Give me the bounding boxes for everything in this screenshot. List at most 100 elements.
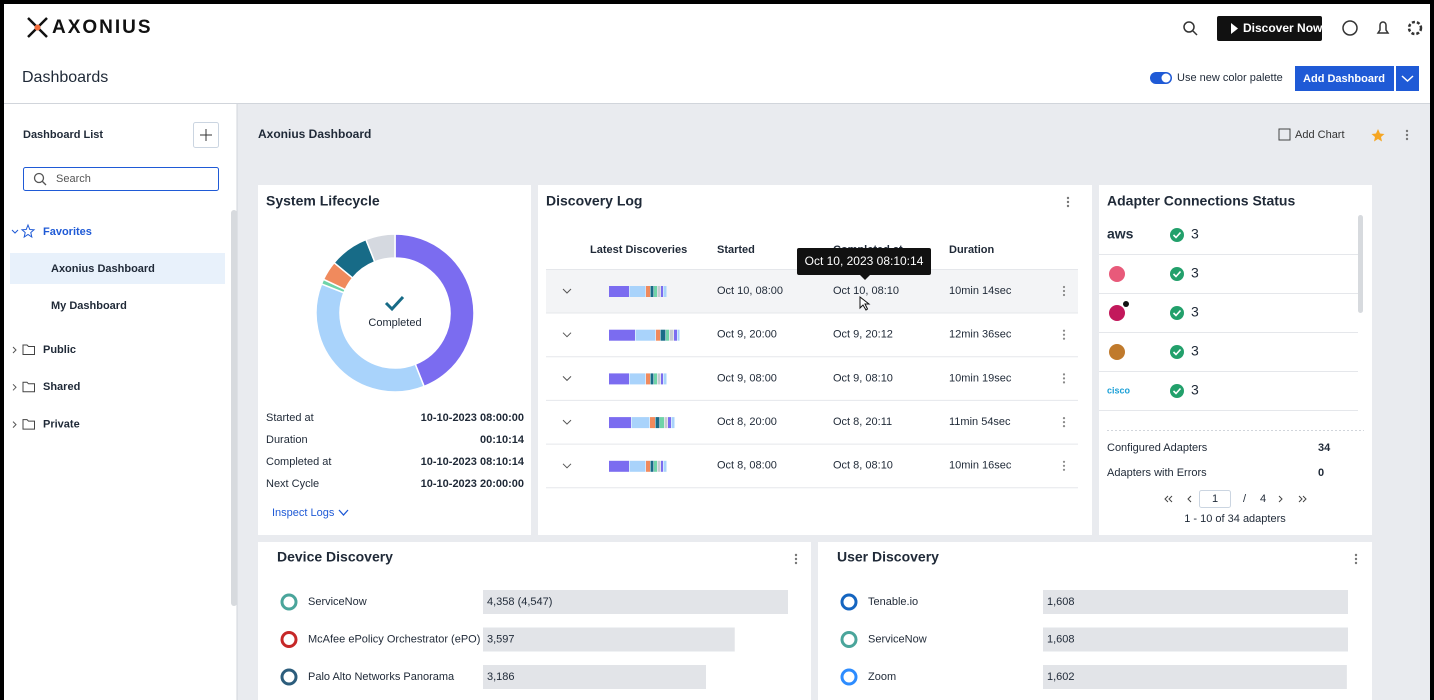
discovery-mini-bar <box>609 460 629 472</box>
row-menu-dot[interactable] <box>1062 425 1066 428</box>
prev-page[interactable] <box>1187 495 1192 503</box>
status-check <box>1172 231 1182 239</box>
discovery-bar <box>483 665 706 689</box>
notification-dot <box>1123 301 1129 307</box>
card-title: System Lifecycle <box>266 193 380 209</box>
row-menu-dot[interactable] <box>1062 464 1066 467</box>
row-menu-dot[interactable] <box>1062 468 1066 471</box>
inspect-logs-chevron <box>338 509 349 516</box>
detail-label: Next Cycle <box>266 478 319 490</box>
toggle-knob <box>1161 73 1171 83</box>
add-chart-label[interactable]: Add Chart <box>1295 129 1345 141</box>
row-menu-dot[interactable] <box>1062 293 1066 297</box>
detail-value: 10-10-2023 08:10:14 <box>421 456 525 468</box>
detail-value: 00:10:14 <box>480 434 525 446</box>
row-expand-chevron[interactable] <box>562 288 572 294</box>
discovery-mini-bar <box>654 460 657 472</box>
discovery-log-card <box>538 185 1092 535</box>
started-cell: Oct 10, 08:00 <box>717 285 783 297</box>
discovery-mini-bar <box>657 373 661 385</box>
discovery-bar <box>1043 627 1348 652</box>
last-page[interactable] <box>1298 495 1307 503</box>
first-page[interactable] <box>1164 495 1173 503</box>
help-icon[interactable] <box>1342 20 1358 36</box>
row-menu-dot[interactable] <box>1062 337 1066 340</box>
discovery-mini-bar <box>661 373 663 385</box>
row-expand-chevron[interactable] <box>562 332 572 338</box>
completed-check <box>384 295 405 312</box>
adapter-name: ServiceNow <box>868 633 927 645</box>
add-chart-icon[interactable] <box>1278 128 1291 141</box>
row-menu-dot[interactable] <box>1062 417 1066 420</box>
bar-value-label: 1,608 <box>1047 596 1075 608</box>
row-menu-dot[interactable] <box>1062 460 1066 463</box>
folder-label[interactable]: Private <box>43 419 80 431</box>
search-box[interactable] <box>23 167 219 191</box>
bar-value-label: 3,597 <box>487 633 515 645</box>
row-expand-chevron[interactable] <box>562 419 572 425</box>
dropdown-chevron <box>1401 75 1414 83</box>
row-menu-dot[interactable] <box>1062 285 1066 289</box>
card-title: Device Discovery <box>277 549 393 565</box>
row-menu-dot[interactable] <box>1062 289 1066 293</box>
discovery-mini-bar <box>655 417 660 429</box>
row-expand-chevron[interactable] <box>562 376 572 382</box>
card-menu[interactable] <box>1354 553 1358 565</box>
bar-value-label: 1,608 <box>1047 633 1075 645</box>
folder-icon <box>22 344 35 355</box>
favorite-star[interactable] <box>1371 129 1385 142</box>
add-dashboard-dropdown[interactable] <box>1396 66 1419 91</box>
discovery-mini-bar <box>661 460 663 472</box>
dashboard-item[interactable]: My Dashboard <box>51 300 127 312</box>
favorites-chevron[interactable] <box>11 229 19 234</box>
search-icon[interactable] <box>1183 21 1198 36</box>
settings-icon[interactable] <box>1407 20 1423 36</box>
adapter-logo <box>1109 266 1125 282</box>
adapter-count: 3 <box>1191 343 1199 359</box>
adapter-scrollbar[interactable] <box>1358 215 1363 313</box>
discovery-mini-bar <box>671 417 675 429</box>
duration-cell: 11min 54sec <box>949 416 1011 428</box>
discovery-bar <box>1043 665 1347 689</box>
folder-label[interactable]: Public <box>43 344 76 356</box>
next-page[interactable] <box>1278 495 1283 503</box>
sidebar-scrollbar[interactable] <box>231 210 237 606</box>
bell-icon[interactable] <box>1376 21 1390 34</box>
card-menu[interactable] <box>794 553 798 565</box>
folder-chevron[interactable] <box>12 346 17 354</box>
duration-cell: 10min 19sec <box>949 372 1012 384</box>
palette-label: Use new color palette <box>1177 72 1283 84</box>
adapter-logo: cisco <box>1107 385 1131 395</box>
discovery-mini-bar <box>650 460 654 472</box>
dashboard-item[interactable]: Axonius Dashboard <box>51 263 155 275</box>
page-input[interactable] <box>1199 490 1231 508</box>
bar-value-label: 1,602 <box>1047 671 1075 683</box>
folder-chevron[interactable] <box>12 383 17 391</box>
tooltip-arrow <box>860 275 870 280</box>
row-menu-dot[interactable] <box>1062 377 1066 380</box>
discover-button[interactable] <box>1217 16 1322 41</box>
status-ok-icon <box>1170 384 1184 398</box>
detail-label: Completed at <box>266 456 331 468</box>
discovery-mini-bar <box>674 329 677 341</box>
row-menu-dot[interactable] <box>1062 333 1066 336</box>
folder-chevron[interactable] <box>12 421 17 428</box>
add-dashboard-button[interactable] <box>1295 66 1394 91</box>
row-menu-dot[interactable] <box>1062 373 1066 376</box>
row-expand-chevron[interactable] <box>562 463 572 469</box>
dashboard-menu[interactable] <box>1405 129 1409 141</box>
started-cell: Oct 9, 08:00 <box>717 372 777 384</box>
dashboard-title: Axonius Dashboard <box>258 127 371 141</box>
play-icon <box>1231 23 1238 34</box>
folder-label[interactable]: Shared <box>43 381 80 393</box>
favorites-label[interactable]: Favorites <box>43 226 92 238</box>
discovery-mini-bar <box>646 286 650 297</box>
row-menu-dot[interactable] <box>1062 329 1066 332</box>
row-menu-dot[interactable] <box>1062 381 1066 384</box>
card-menu[interactable] <box>1066 196 1070 208</box>
row-menu-dot[interactable] <box>1062 421 1066 424</box>
inspect-logs-link[interactable]: Inspect Logs <box>272 507 335 519</box>
mouse-cursor <box>859 295 871 311</box>
status-check <box>1172 348 1182 356</box>
tooltip <box>797 248 931 275</box>
